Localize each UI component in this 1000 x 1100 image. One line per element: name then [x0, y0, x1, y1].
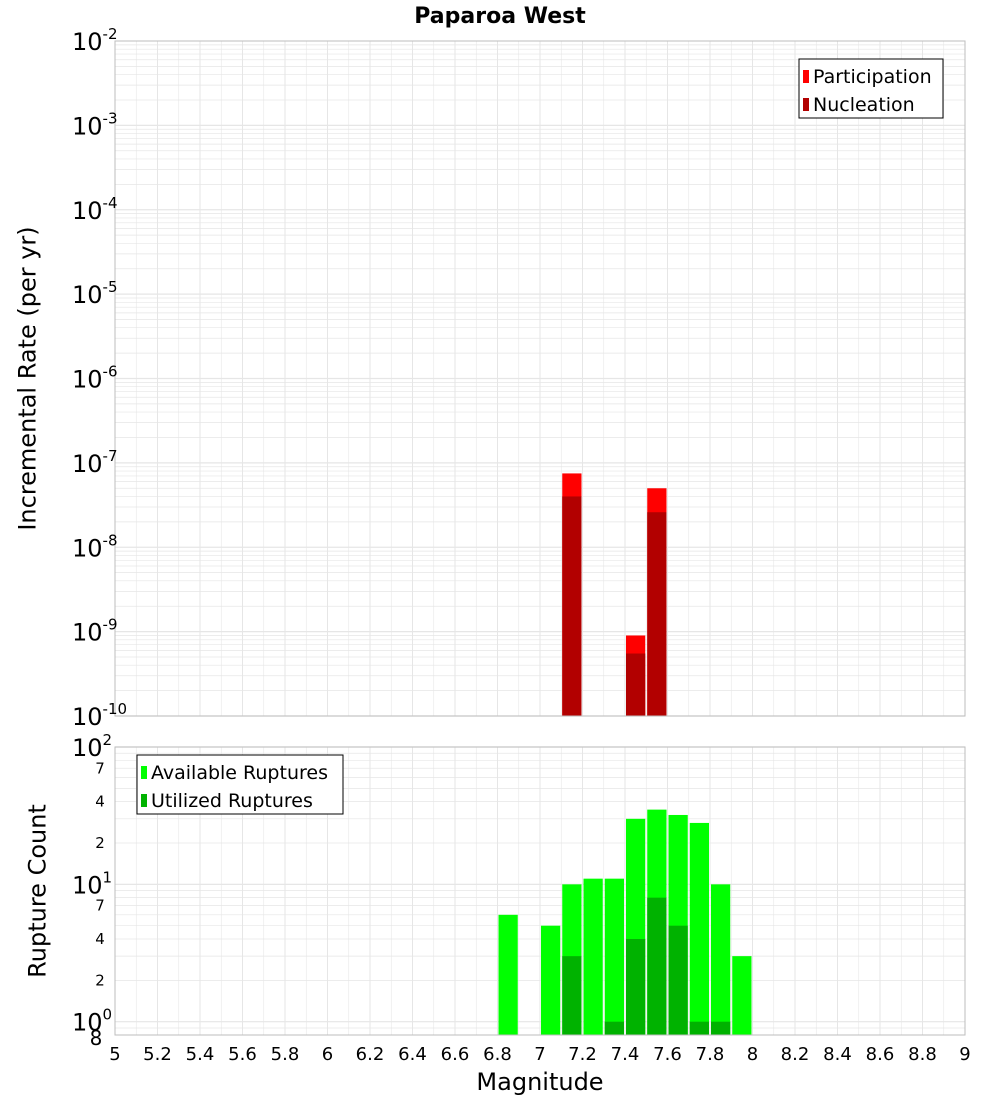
y-tick-label: 10-6 — [72, 363, 118, 394]
x-tick-label: 5.6 — [228, 1044, 257, 1065]
y-tick-label: 102 — [72, 731, 112, 762]
utilized-ruptures-bar — [668, 925, 688, 1035]
y-tick-label: 10-4 — [72, 194, 118, 225]
utilized-ruptures-bar — [711, 1021, 731, 1035]
utilized-ruptures-bar — [562, 956, 582, 1035]
available-ruptures-bar — [541, 925, 561, 1035]
y-tick-label: 101 — [72, 868, 112, 899]
y-minor-tick-label: 8 — [90, 1026, 103, 1050]
available-ruptures-legend-label: Available Ruptures — [151, 762, 328, 784]
x-tick-label: 6.2 — [356, 1044, 385, 1065]
utilized-ruptures-bar — [604, 1021, 624, 1035]
x-tick-label: 6.8 — [483, 1044, 512, 1065]
magnitude-x-ticks: 5 5.2 5.4 5.6 5.8 6 6.2 6.4 6.6 6.8 7 7.2 7.4 7.6 7.8 8… — [109, 1044, 970, 1065]
available-ruptures-bar — [583, 878, 603, 1035]
available-ruptures-legend-swatch — [141, 766, 147, 779]
participation-legend-label: Participation — [813, 66, 932, 88]
rupture-count-panel: 100 101 102 8 2 4 7 2 4 7 Rupture Count Available… — [23, 731, 966, 1050]
nucleation-bar — [562, 496, 582, 716]
rupture-count-plot-frame — [114, 746, 966, 1036]
available-ruptures-bar — [689, 822, 709, 1035]
x-axis-label: Magnitude — [476, 1068, 603, 1096]
rate-bars — [562, 473, 667, 716]
rupture-count-grid — [114, 746, 966, 1036]
rate-y-ticks: 10-10 10-9 10-8 10-7 10-6 10-5 10-4 10-3 10-2 — [72, 25, 127, 731]
rate-legend: Participation Nucleation — [798, 58, 944, 119]
x-tick-label: 5 — [109, 1044, 120, 1065]
nucleation-legend-label: Nucleation — [813, 94, 915, 116]
utilized-ruptures-bar — [689, 1021, 709, 1035]
x-tick-label: 8.6 — [866, 1044, 895, 1065]
x-tick-label: 5.2 — [143, 1044, 172, 1065]
y-tick-label: 10-5 — [72, 278, 118, 309]
x-tick-label: 6.4 — [398, 1044, 427, 1065]
y-tick-label: 10-7 — [72, 447, 118, 478]
x-tick-label: 8.4 — [823, 1044, 852, 1065]
rupture-count-legend: Available Ruptures Utilized Ruptures — [136, 754, 344, 815]
utilized-ruptures-legend-label: Utilized Ruptures — [151, 790, 313, 812]
x-tick-label: 8.2 — [781, 1044, 810, 1065]
x-tick-label: 7 — [534, 1044, 545, 1065]
x-tick-label: 7.4 — [611, 1044, 640, 1065]
utilized-ruptures-bar — [647, 897, 667, 1035]
available-ruptures-bar — [732, 956, 752, 1035]
y-minor-tick-label: 2 — [95, 834, 105, 852]
rate-y-axis-label: Incremental Rate (per yr) — [13, 226, 41, 530]
y-tick-label: 10-10 — [72, 700, 127, 731]
available-ruptures-bar — [711, 884, 731, 1035]
y-minor-tick-label: 7 — [95, 897, 105, 915]
rupture-count-y-ticks: 100 101 102 8 2 4 7 2 4 7 — [72, 731, 112, 1050]
y-tick-label: 10-2 — [72, 25, 118, 56]
participation-legend-swatch — [803, 70, 809, 83]
nucleation-legend-swatch — [803, 98, 809, 111]
nucleation-bar — [626, 653, 646, 716]
x-tick-label: 5.4 — [186, 1044, 215, 1065]
x-tick-label: 7.8 — [696, 1044, 725, 1065]
rupture-count-y-axis-label: Rupture Count — [23, 804, 51, 978]
y-tick-label: 10-3 — [72, 109, 118, 140]
available-ruptures-bar — [498, 914, 518, 1035]
x-tick-label: 7.2 — [568, 1044, 597, 1065]
rate-grid — [114, 41, 966, 717]
y-minor-tick-label: 7 — [95, 759, 105, 777]
y-minor-tick-label: 2 — [95, 971, 105, 989]
chart-title: Paparoa West — [414, 4, 586, 29]
utilized-ruptures-legend-swatch — [141, 794, 147, 807]
available-ruptures-bar — [604, 878, 624, 1035]
x-tick-label: 6.6 — [441, 1044, 470, 1065]
utilized-ruptures-bar — [626, 939, 646, 1035]
y-minor-tick-label: 4 — [95, 930, 105, 948]
rate-plot-frame — [114, 40, 966, 717]
rupture-count-bars — [498, 809, 752, 1035]
x-tick-label: 8.8 — [908, 1044, 937, 1065]
y-tick-label: 100 — [72, 1006, 112, 1037]
rupture-legend-box — [136, 754, 344, 815]
x-tick-label: 9 — [959, 1044, 970, 1065]
x-tick-label: 7.6 — [653, 1044, 682, 1065]
x-tick-label: 8 — [747, 1044, 758, 1065]
rate-panel: 10-10 10-9 10-8 10-7 10-6 10-5 10-4 10-3 10-2 In… — [13, 25, 966, 731]
rate-legend-box — [798, 58, 944, 119]
y-minor-tick-label: 4 — [95, 793, 105, 811]
x-tick-label: 6 — [322, 1044, 333, 1065]
x-tick-label: 5.8 — [271, 1044, 300, 1065]
y-tick-label: 10-8 — [72, 531, 118, 562]
y-tick-label: 10-9 — [72, 616, 118, 647]
nucleation-bar — [647, 512, 667, 716]
